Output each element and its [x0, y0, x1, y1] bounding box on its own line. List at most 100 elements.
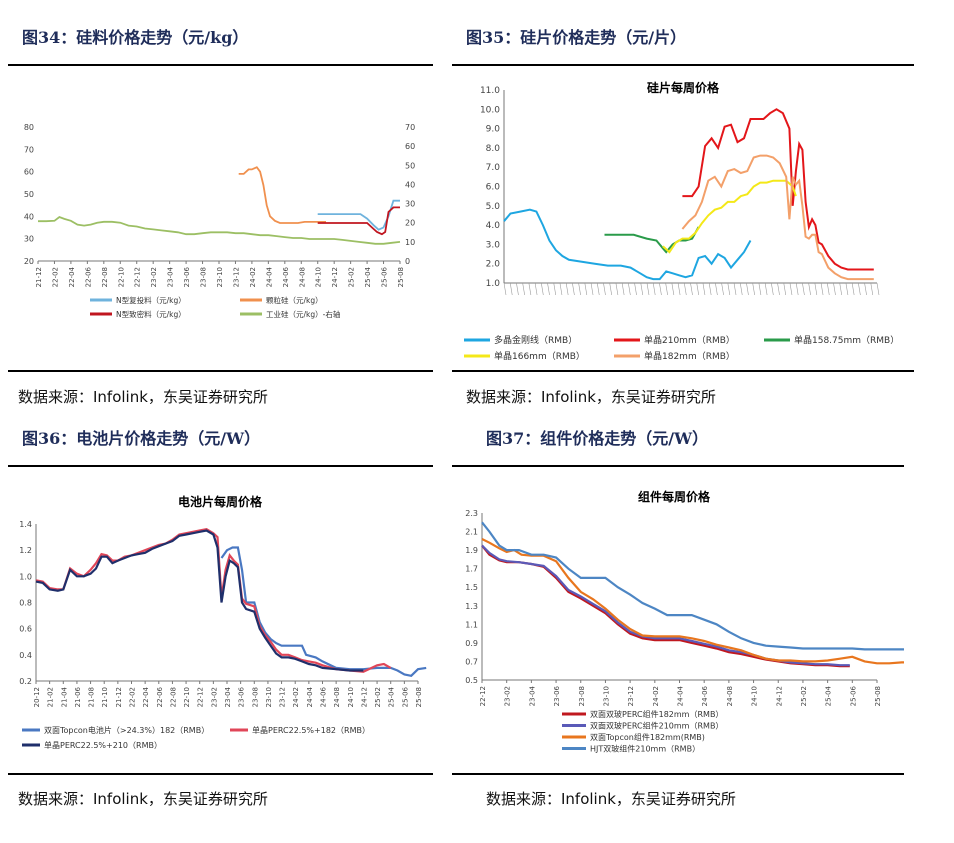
x-tick-mark — [572, 282, 575, 296]
x-tick-label: 23-10 — [602, 686, 610, 706]
x-tick-label: 24-12 — [360, 687, 368, 707]
y-tick-label: 1.5 — [465, 583, 478, 592]
x-tick-mark — [696, 282, 700, 296]
series-line — [238, 166, 326, 224]
x-tick-label: 22-06 — [84, 266, 92, 287]
x-tick-label: 24-06 — [701, 685, 709, 706]
legend-label: 单晶182mm（RMB） — [644, 350, 735, 362]
x-tick-mark — [534, 282, 538, 296]
x-tick-label: 21-10 — [101, 687, 109, 707]
x-tick-mark — [503, 282, 507, 296]
x-tick-label: 23-02 — [504, 686, 512, 706]
x-tick-mark — [802, 282, 805, 296]
chart-title: 组件每周价格 — [638, 489, 711, 504]
y-tick-label: 1.2 — [19, 546, 32, 555]
y-tick-label: 7.0 — [486, 163, 501, 173]
series-line — [503, 208, 752, 281]
x-tick-label: 24-10 — [315, 267, 323, 287]
x-tick-label: 24-10 — [347, 687, 355, 707]
x-tick-mark — [764, 282, 768, 296]
y-tick-label: 6.0 — [486, 183, 501, 193]
legend-label: 双面Topcon组件182mm(RMB) — [590, 732, 705, 742]
x-tick-mark — [702, 282, 706, 296]
x-tick-label: 25-04 — [825, 685, 833, 706]
y-tick-label: 0.5 — [465, 676, 478, 685]
panel-rule-top-35 — [452, 64, 914, 66]
x-tick-label: 25-06 — [849, 685, 857, 706]
x-tick-label: 21-06 — [74, 686, 82, 707]
x-tick-mark — [733, 282, 737, 296]
source-note-35: 数据来源：Infolink，东吴证券研究所 — [466, 388, 716, 406]
x-tick-mark — [628, 282, 631, 296]
x-tick-mark — [659, 282, 662, 296]
x-tick-label: 22-12 — [134, 267, 142, 287]
x-tick-mark — [516, 282, 519, 296]
x-tick-label: 23-04 — [224, 686, 232, 707]
x-tick-label: 21-12 — [35, 267, 43, 287]
x-tick-mark — [808, 282, 811, 296]
x-tick-label: 25-06 — [381, 266, 389, 287]
x-tick-mark — [578, 282, 581, 296]
x-tick-mark — [565, 282, 569, 296]
series-line — [682, 108, 874, 271]
legend-label: N型复投料（元/kg） — [116, 295, 186, 305]
legend-label: 单晶PERC22.5%+182（RMB） — [252, 725, 370, 735]
x-tick-label: 22-12 — [197, 687, 205, 707]
x-tick-mark — [876, 282, 880, 296]
x-tick-mark — [777, 282, 780, 296]
series-line — [35, 528, 392, 673]
panel-rule-top-37 — [452, 465, 904, 467]
right-axis-tick-label: 40 — [405, 180, 415, 189]
x-tick-mark — [746, 282, 749, 296]
panel-rule-top-36 — [8, 465, 433, 467]
chart-title: 电池片每周价格 — [178, 494, 263, 509]
legend-label: 双面双玻PERC组件210mm（RMB） — [590, 721, 723, 731]
x-tick-mark — [839, 282, 842, 296]
y-tick-label: 1.9 — [465, 546, 478, 555]
chart-title: 硅片每周价格 — [647, 80, 720, 95]
silicon-material-price-chart: 20 30 40 50 60 70 80 0 10 20 30 40 50 60 70 21-12 22-02 2… — [24, 123, 415, 319]
source-note-36: 数据来源：Infolink，东吴证券研究所 — [18, 790, 268, 808]
panel-title-34: 图34：硅料价格走势（元/kg） — [22, 28, 249, 47]
x-tick-label: 25-08 — [415, 687, 423, 707]
series-line — [481, 521, 904, 651]
x-tick-mark — [646, 282, 650, 296]
x-tick-mark — [596, 282, 600, 296]
y-tick-label: 0.4 — [19, 651, 32, 660]
wafer-price-chart: 硅片每周价格 1.0 2.0 3.0 4.0 5.0 6.0 7.0 8.0 9.0 10.0 11.… — [464, 80, 899, 362]
legend-label: 单晶166mm（RMB） — [494, 350, 585, 362]
x-tick-label: 23-08 — [200, 267, 208, 287]
right-axis-tick-label: 50 — [405, 161, 415, 170]
x-tick-mark — [541, 282, 544, 296]
panel-rule-bottom-35 — [452, 370, 914, 372]
y-tick-label: 9.0 — [486, 125, 501, 135]
series-line — [481, 538, 904, 665]
y-tick-label: 0.6 — [19, 625, 32, 634]
x-tick-label: 23-08 — [251, 687, 259, 707]
x-tick-mark — [789, 282, 793, 296]
x-tick-label: 24-08 — [333, 687, 341, 707]
x-tick-mark — [615, 282, 619, 296]
right-axis-tick-label: 30 — [405, 200, 415, 209]
x-tick-label: 24-06 — [320, 686, 328, 707]
x-tick-label: 23-02 — [210, 687, 218, 707]
y-tick-label: 3.0 — [486, 240, 501, 250]
x-tick-mark — [771, 282, 774, 296]
y-tick-label: 1.7 — [465, 565, 478, 574]
x-tick-mark — [603, 282, 606, 296]
x-tick-label: 23-02 — [150, 267, 158, 287]
x-tick-label: 25-02 — [800, 686, 808, 706]
y-tick-label: 11.0 — [480, 86, 500, 96]
y-tick-label: 2.1 — [465, 528, 478, 537]
series-line — [481, 544, 850, 667]
x-tick-label: 22-10 — [183, 687, 191, 707]
x-tick-label: 24-04 — [677, 685, 685, 706]
legend-label: 颗粒硅（元/kg） — [266, 295, 323, 305]
x-tick-label: 22-04 — [142, 686, 150, 707]
left-axis-tick-label: 60 — [24, 168, 34, 177]
x-tick-label: 24-02 — [249, 267, 257, 287]
x-tick-label: 25-02 — [348, 267, 356, 287]
x-tick-label: 23-04 — [167, 266, 175, 287]
x-tick-mark — [708, 282, 712, 296]
y-tick-label: 1.0 — [19, 572, 32, 581]
